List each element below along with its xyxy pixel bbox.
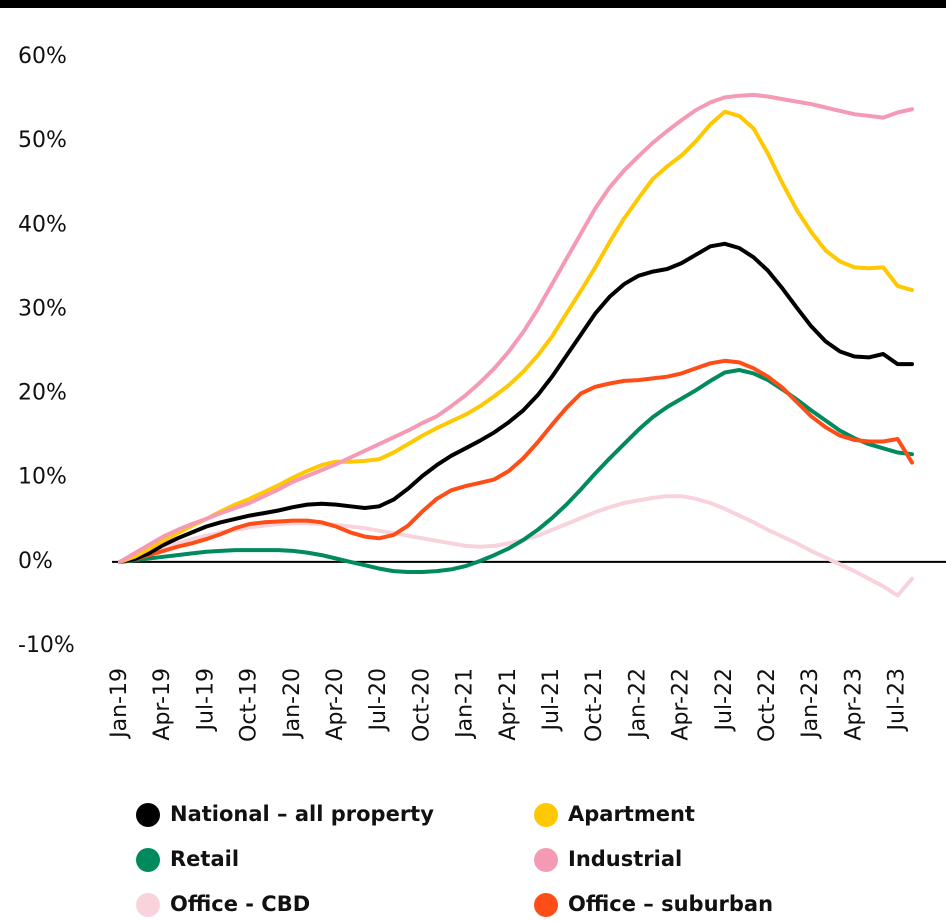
x-tick-label: Jan-20	[280, 668, 305, 740]
legend-label: National – all property	[170, 802, 434, 826]
top-rule	[0, 0, 946, 8]
legend-swatch	[136, 893, 160, 917]
x-tick-label: Jan-19	[107, 668, 132, 740]
legend-item: Office – suburban	[534, 892, 773, 917]
legend-label: Retail	[170, 847, 239, 871]
y-tick-label: 60%	[18, 44, 67, 69]
y-tick-label: 10%	[18, 465, 67, 490]
legend-swatch	[136, 803, 160, 827]
legend-swatch	[136, 848, 160, 872]
legend-label: Office - CBD	[170, 892, 310, 916]
x-tick-label: Jan-21	[453, 668, 478, 740]
legend-item: Apartment	[534, 802, 695, 827]
x-tick-label: Oct-20	[409, 668, 434, 742]
series-line	[118, 92, 914, 564]
series-line	[118, 358, 914, 564]
x-tick-label: Jan-23	[798, 668, 823, 740]
series-line	[118, 494, 914, 598]
legend-swatch	[534, 893, 558, 917]
x-tick-label: Apr-20	[323, 668, 348, 741]
x-tick-label: Jan-22	[625, 668, 650, 740]
y-tick-label: 0%	[18, 549, 53, 574]
y-tick-label: 30%	[18, 296, 67, 321]
y-tick-label: -10%	[18, 633, 75, 658]
y-tick-label: 40%	[18, 212, 67, 237]
x-tick-label: Oct-22	[755, 668, 780, 742]
legend-item: Office - CBD	[136, 892, 310, 917]
series-line	[118, 241, 914, 564]
legend-label: Apartment	[568, 802, 695, 826]
x-tick-label: Jul-23	[885, 668, 910, 732]
legend-item: Industrial	[534, 847, 682, 872]
legend-label: Industrial	[568, 847, 682, 871]
legend-item: National – all property	[136, 802, 434, 827]
legend-label: Office – suburban	[568, 892, 773, 916]
legend-swatch	[534, 848, 558, 872]
x-tick-label: Jul-20	[366, 668, 391, 732]
legend-item: Retail	[136, 847, 239, 872]
x-tick-label: Apr-21	[496, 668, 521, 741]
x-tick-label: Jul-19	[193, 668, 218, 732]
x-tick-label: Apr-19	[150, 668, 175, 741]
x-tick-label: Jul-21	[539, 668, 564, 732]
x-tick-label: Oct-21	[582, 668, 607, 742]
x-tick-label: Apr-23	[841, 668, 866, 741]
x-tick-label: Oct-19	[237, 668, 262, 742]
x-tick-label: Jul-22	[712, 668, 737, 732]
x-tick-label: Apr-22	[669, 668, 694, 741]
series-line	[118, 109, 914, 564]
y-tick-label: 20%	[18, 381, 67, 406]
y-tick-label: 50%	[18, 128, 67, 153]
legend-swatch	[534, 803, 558, 827]
